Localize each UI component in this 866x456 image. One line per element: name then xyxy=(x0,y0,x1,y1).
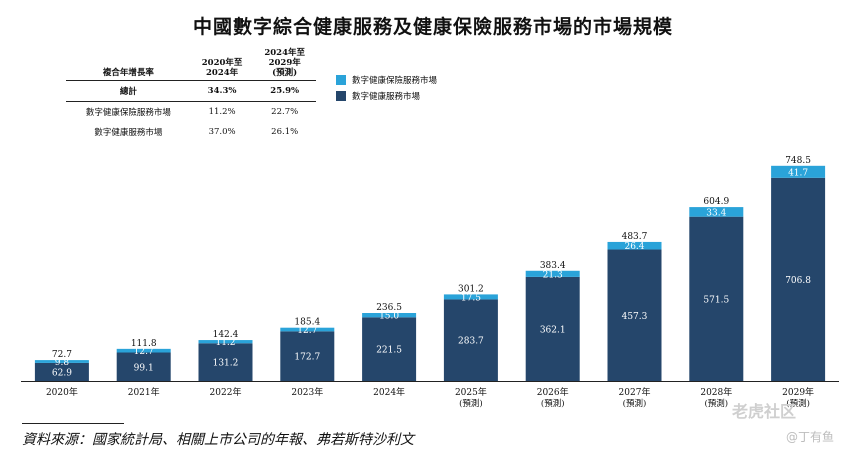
cagr-value: 37.0% xyxy=(208,127,236,137)
data-label-total: 483.7 xyxy=(622,232,648,242)
data-label-total: 383.4 xyxy=(540,261,566,271)
cagr-value: 34.3% xyxy=(190,80,254,102)
data-label-health-services: 172.7 xyxy=(294,353,320,363)
cagr-header-2020-2024: 2020年至 2024年 xyxy=(201,58,243,78)
legend-swatch-health xyxy=(336,91,346,101)
bar-health-insurance xyxy=(198,340,253,344)
bar-health-services xyxy=(362,317,417,381)
data-label-health-services: 706.8 xyxy=(785,276,811,286)
x-tick-note: (預測) xyxy=(459,398,483,409)
bar-health-services xyxy=(525,276,580,381)
legend-label: 數字健康保險服務市場 xyxy=(352,76,438,86)
x-tick-label: 2024年 xyxy=(373,386,405,398)
bar-health-services xyxy=(689,216,744,381)
data-label-health-insurance: 9.8 xyxy=(55,358,70,368)
bar-health-services xyxy=(607,249,662,381)
bar-health-services xyxy=(443,299,498,381)
data-label-health-services: 362.1 xyxy=(540,325,566,335)
data-label-health-services: 99.1 xyxy=(134,363,154,373)
data-label-total: 604.9 xyxy=(703,197,729,207)
data-label-total: 111.8 xyxy=(131,339,157,349)
data-label-health-services: 131.2 xyxy=(213,359,239,369)
x-tick-label: 2022年 xyxy=(210,386,242,398)
chart-title: 中國數字綜合健康服務及健康保險服務市場的市場規模 xyxy=(192,16,673,38)
source-note: 資料來源：國家統計局、相關上市公司的年報、弗若斯特沙利文 xyxy=(22,432,414,448)
legend-item-insurance: 數字健康保險服務市場 xyxy=(336,72,437,88)
cagr-row-health: 數字健康服務市場 37.0% 26.1% xyxy=(66,122,316,142)
x-tick-label: 2027年 xyxy=(619,386,651,398)
cagr-row-label: 總計 xyxy=(66,80,191,102)
cagr-row-label: 數字健康服務市場 xyxy=(94,128,163,138)
bar-health-insurance xyxy=(443,294,498,300)
bar-health-insurance xyxy=(689,207,744,217)
data-label-total: 185.4 xyxy=(294,318,320,328)
cagr-row-insurance: 數字健康保險服務市場 11.2% 22.7% xyxy=(66,102,316,123)
cagr-row-label: 數字健康保險服務市場 xyxy=(85,108,171,118)
data-label-health-insurance: 12.7 xyxy=(134,347,154,357)
legend-label: 數字健康服務市場 xyxy=(352,92,421,102)
x-tick-label: 2029年 xyxy=(782,386,814,398)
data-label-health-insurance: 15.0 xyxy=(379,312,399,322)
legend-item-health: 數字健康服務市場 xyxy=(336,88,437,104)
legend-swatch-insurance xyxy=(336,75,346,85)
data-label-total: 72.7 xyxy=(52,350,72,360)
x-tick-note: (預測) xyxy=(704,398,728,409)
bar-health-insurance xyxy=(771,165,826,178)
bar-health-services xyxy=(198,343,253,381)
data-label-total: 301.2 xyxy=(458,284,484,294)
data-label-health-insurance: 41.7 xyxy=(788,168,808,178)
data-label-health-insurance: 17.5 xyxy=(461,293,481,303)
cagr-header-label: 複合年增長率 xyxy=(102,68,154,78)
bar-health-services xyxy=(771,177,826,381)
cagr-value: 26.1% xyxy=(271,127,299,137)
x-tick-label: 2028年 xyxy=(700,386,732,398)
cagr-header-2024-2029: 2024年至 2029年 (預測) xyxy=(264,48,306,78)
data-label-health-services: 571.5 xyxy=(703,295,729,305)
data-label-health-services: 457.3 xyxy=(622,312,648,322)
data-label-health-insurance: 21.3 xyxy=(543,270,563,280)
x-tick-label: 2021年 xyxy=(128,386,160,398)
cagr-table: 複合年增長率 2020年至 2024年 2024年至 2029年 (預測) 總計… xyxy=(66,46,316,142)
watermark: 老虎社区 xyxy=(732,402,797,421)
data-label-total: 748.5 xyxy=(785,156,811,166)
x-tick-note: (預測) xyxy=(541,398,565,409)
bar-health-services xyxy=(116,352,171,381)
bar-health-insurance xyxy=(116,348,171,353)
data-label-health-services: 62.9 xyxy=(52,368,72,378)
x-tick-label: 2026年 xyxy=(537,386,569,398)
x-tick-label: 2025年 xyxy=(455,386,487,398)
cagr-value: 22.7% xyxy=(271,107,299,117)
data-label-health-insurance: 26.4 xyxy=(624,242,644,252)
data-label-health-insurance: 12.7 xyxy=(297,326,317,336)
bar-health-insurance xyxy=(280,327,335,332)
data-label-total: 142.4 xyxy=(213,330,239,340)
x-tick-label: 2020年 xyxy=(46,386,78,398)
bar-health-insurance xyxy=(34,360,89,363)
cagr-value: 11.2% xyxy=(208,107,236,117)
cagr-value: 25.9% xyxy=(253,80,316,102)
bar-health-services xyxy=(280,331,335,381)
data-label-total: 236.5 xyxy=(376,303,402,313)
x-tick-note: (預測) xyxy=(786,398,810,409)
cagr-row-total: 總計 34.3% 25.9% xyxy=(66,80,316,102)
data-label-health-services: 221.5 xyxy=(376,346,402,356)
data-label-health-insurance: 11.2 xyxy=(215,338,235,348)
legend: 數字健康保險服務市場 數字健康服務市場 xyxy=(336,72,437,104)
x-tick-note: (預測) xyxy=(623,398,647,409)
source-divider xyxy=(22,423,124,424)
bar-health-insurance xyxy=(607,241,662,250)
bar-health-services xyxy=(34,362,89,381)
bar-health-insurance xyxy=(362,313,417,318)
data-label-health-services: 283.7 xyxy=(458,337,484,347)
bar-health-insurance xyxy=(525,270,580,277)
x-tick-label: 2023年 xyxy=(291,386,323,398)
data-label-health-insurance: 33.4 xyxy=(706,208,726,218)
watermark-author: @丁有鱼 xyxy=(786,430,835,444)
